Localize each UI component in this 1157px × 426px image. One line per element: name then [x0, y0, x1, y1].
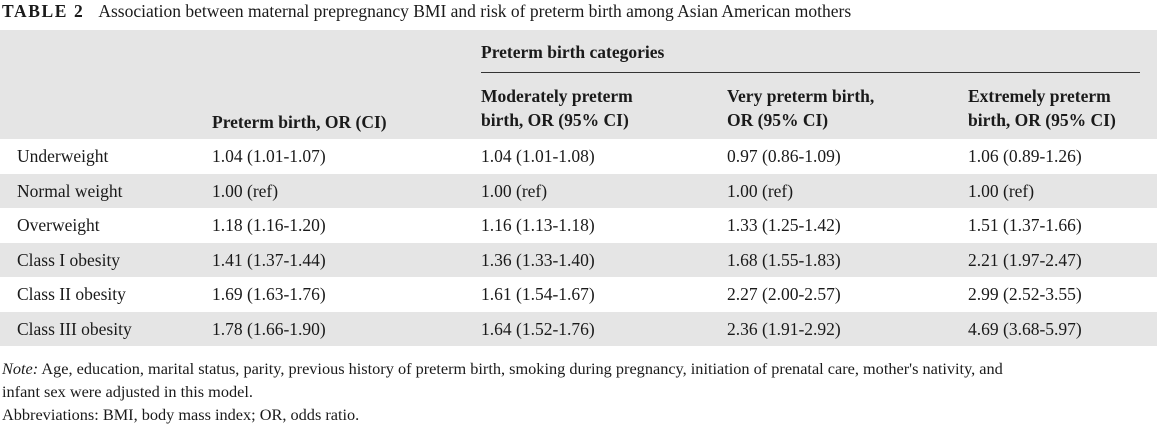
cell-very: 1.68 (1.55-1.83)	[727, 249, 841, 270]
table-caption: TABLE 2 Association between maternal prep…	[2, 0, 1152, 22]
cell-preterm: 1.00 (ref)	[212, 180, 279, 201]
col-header-preterm-birth: Preterm birth, OR (CI)	[212, 110, 387, 134]
group-header-preterm-categories: Preterm birth categories	[481, 42, 665, 62]
table-row: Class I obesity 1.41 (1.37-1.44) 1.36 (1…	[0, 242, 1157, 277]
group-header-rule	[481, 72, 1140, 73]
row-label: Underweight	[17, 146, 109, 166]
cell-preterm: 1.04 (1.01-1.07)	[212, 146, 326, 166]
table-title: Association between maternal prepregnanc…	[98, 1, 852, 21]
note-text-1: Age, education, marital status, parity, …	[41, 359, 1003, 378]
cell-moderate: 1.64 (1.52-1.76)	[481, 318, 595, 339]
cell-moderate: 1.00 (ref)	[481, 180, 548, 201]
cell-preterm: 1.41 (1.37-1.44)	[212, 249, 326, 270]
cell-extreme: 2.99 (2.52-3.55)	[968, 284, 1082, 304]
col-header-line: Preterm birth, OR (CI)	[212, 112, 387, 132]
cell-extreme: 4.69 (3.68-5.97)	[968, 318, 1082, 339]
cell-extreme: 1.00 (ref)	[968, 180, 1035, 201]
table-row: Class III obesity 1.78 (1.66-1.90) 1.64 …	[0, 311, 1157, 346]
col-header-line: birth, OR (95% CI)	[968, 110, 1116, 130]
cell-moderate: 1.16 (1.13-1.18)	[481, 215, 595, 235]
col-header-line: OR (95% CI)	[727, 110, 829, 130]
note-line: Note: Age, education, marital status, pa…	[2, 357, 1152, 380]
cell-extreme: 1.51 (1.37-1.66)	[968, 215, 1082, 235]
table-label: TABLE 2	[2, 1, 85, 21]
col-header-very-preterm: Very preterm birth, OR (95% CI)	[727, 84, 874, 132]
cell-extreme: 1.06 (0.89-1.26)	[968, 146, 1082, 166]
row-label: Class I obesity	[17, 249, 121, 270]
row-label: Overweight	[17, 215, 100, 235]
col-header-line: Very preterm birth,	[727, 86, 875, 106]
table-header	[0, 30, 1157, 139]
table-row: Overweight 1.18 (1.16-1.20) 1.16 (1.13-1…	[0, 208, 1157, 243]
cell-moderate: 1.04 (1.01-1.08)	[481, 146, 595, 166]
cell-very: 2.36 (1.91-2.92)	[727, 318, 841, 339]
cell-preterm: 1.78 (1.66-1.90)	[212, 318, 326, 339]
table-row: Normal weight 1.00 (ref) 1.00 (ref) 1.00…	[0, 173, 1157, 208]
col-header-line: Moderately preterm	[481, 86, 633, 106]
cell-moderate: 1.36 (1.33-1.40)	[481, 249, 595, 270]
note-lead: Note:	[2, 359, 39, 378]
cell-very: 1.00 (ref)	[727, 180, 794, 201]
table-row: Class II obesity 1.69 (1.63-1.76) 1.61 (…	[0, 277, 1157, 312]
col-header-extremely-preterm: Extremely preterm birth, OR (95% CI)	[968, 84, 1116, 132]
col-header-line: birth, OR (95% CI)	[481, 110, 629, 130]
row-label: Class II obesity	[17, 284, 126, 304]
col-header-line: Extremely preterm	[968, 86, 1111, 106]
col-header-moderately-preterm: Moderately preterm birth, OR (95% CI)	[481, 84, 633, 132]
note-line: infant sex were adjusted in this model.	[2, 382, 253, 401]
cell-very: 0.97 (0.86-1.09)	[727, 146, 841, 166]
cell-very: 2.27 (2.00-2.57)	[727, 284, 841, 304]
row-label: Class III obesity	[17, 318, 132, 339]
cell-preterm: 1.18 (1.16-1.20)	[212, 215, 326, 235]
table-row: Underweight 1.04 (1.01-1.07) 1.04 (1.01-…	[0, 139, 1157, 174]
cell-moderate: 1.61 (1.54-1.67)	[481, 284, 595, 304]
cell-very: 1.33 (1.25-1.42)	[727, 215, 841, 235]
abbreviations-line: Abbreviations: BMI, body mass index; OR,…	[2, 405, 360, 424]
cell-extreme: 2.21 (1.97-2.47)	[968, 249, 1082, 270]
table-note: Note: Age, education, marital status, pa…	[2, 357, 1152, 426]
cell-preterm: 1.69 (1.63-1.76)	[212, 284, 326, 304]
row-label: Normal weight	[17, 180, 123, 201]
